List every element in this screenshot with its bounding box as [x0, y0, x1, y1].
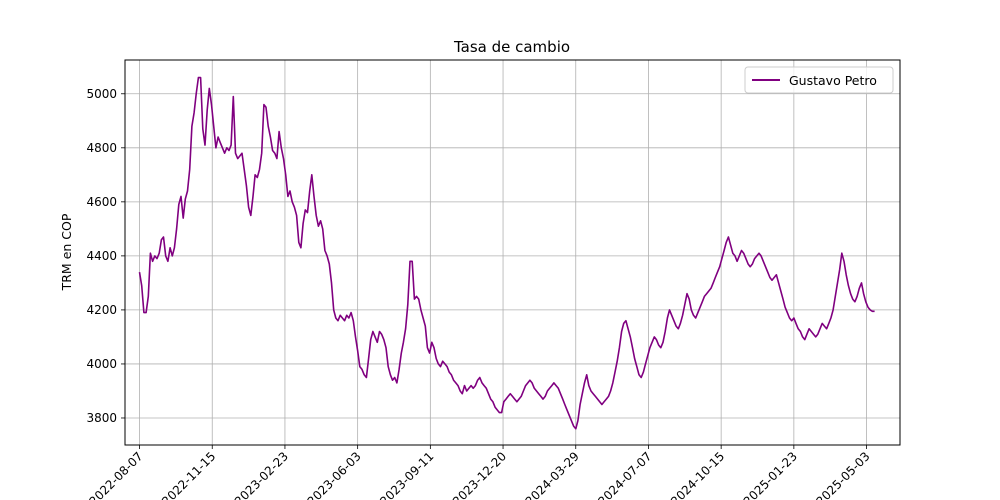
- grid: [125, 60, 900, 445]
- y-tick-label: 4200: [86, 303, 117, 317]
- legend-box: [744, 66, 894, 94]
- series-layer: [138, 76, 875, 430]
- chart-title: Tasa de cambio: [453, 38, 570, 56]
- y-tick-label: 5000: [86, 87, 117, 101]
- legend: Gustavo Petro: [744, 66, 894, 94]
- series-line: [138, 76, 875, 430]
- y-tick-label: 4000: [86, 357, 117, 371]
- y-tick-label: 3800: [86, 411, 117, 425]
- y-tick-label: 4400: [86, 249, 117, 263]
- y-tick-label: 4800: [86, 141, 117, 155]
- plot-frame: [124, 59, 901, 446]
- y-tick-label: 4600: [86, 195, 117, 209]
- y-axis-label: TRM en COP: [59, 213, 74, 291]
- y-axis-ticks: 3800 4000 4200 4400 4600 4800 5000: [86, 87, 125, 425]
- legend-label: Gustavo Petro: [789, 73, 877, 88]
